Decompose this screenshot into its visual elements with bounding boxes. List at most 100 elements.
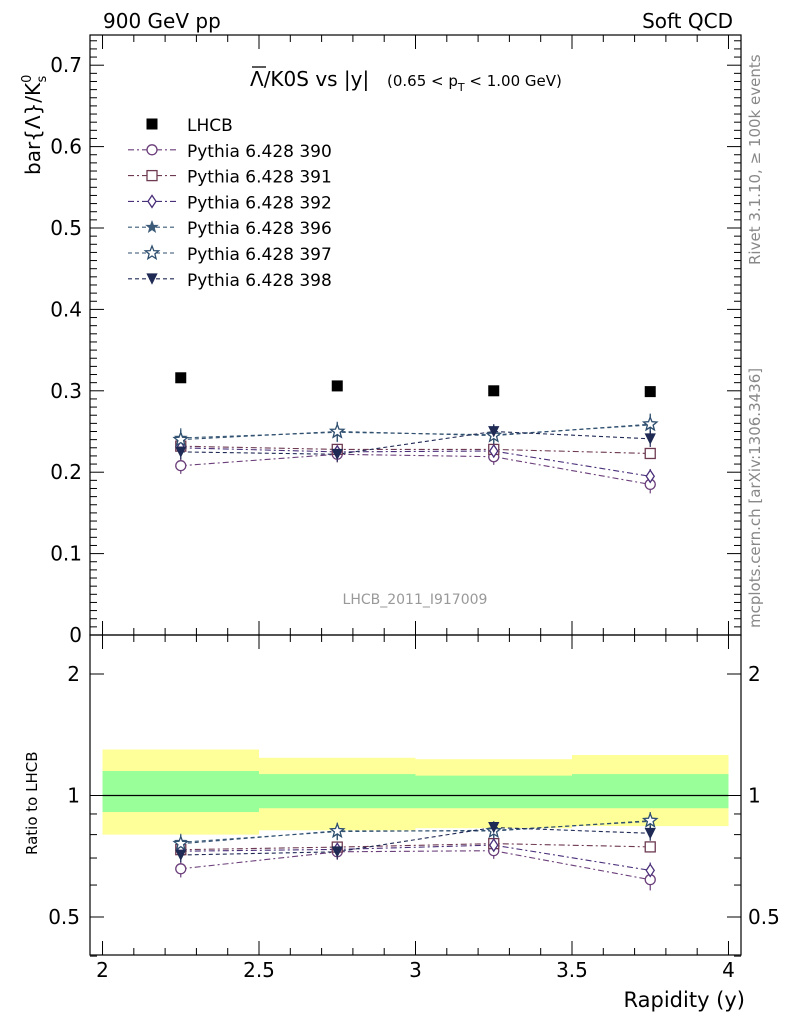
- series-392-point: [645, 469, 656, 484]
- ratio-plot-panel: 0.5 0.5 1 1 2 2: [48, 634, 780, 957]
- series-391-ratio-point: [644, 841, 656, 853]
- main-y-tick-label: 0.1: [50, 542, 82, 566]
- lhcb-data-point: [331, 380, 343, 392]
- series-398-ratio-point: [331, 846, 343, 858]
- series-392-ratio-point: [645, 863, 656, 878]
- title-range-sub: T: [457, 81, 465, 94]
- series-397-line: [180, 423, 651, 441]
- series-397-ratio-point: [641, 811, 659, 828]
- main-y-tick-labels: 0 0.1 0.2 0.3 0.4 0.5 0.6 0.7: [50, 53, 82, 647]
- title-range: (0.65 < p: [387, 72, 458, 90]
- ratio-plot-frame: [89, 634, 742, 956]
- main-y-tick-label: 0.6: [50, 135, 82, 159]
- series-397-ratio-point: [172, 834, 190, 851]
- ratio-y-tick-label-right: 2: [748, 662, 761, 686]
- legend-series-392-marker: [147, 194, 157, 209]
- analysis-watermark: LHCB_2011_I917009: [343, 592, 488, 608]
- series-397-ratio-line: [180, 820, 651, 845]
- series-397-point: [641, 415, 659, 432]
- legend-series-392-label: Pythia 6.428 392: [187, 193, 332, 213]
- legend-lhcb-marker: [146, 118, 158, 130]
- main-axis-ticks: [90, 35, 741, 636]
- ratio-band-inner: [571, 774, 729, 809]
- x-tick-label: 3.5: [556, 958, 588, 982]
- legend-series-390-marker: [146, 144, 158, 156]
- series-392-ratio-line: [180, 844, 651, 871]
- svg-text:(0.65 < pT < 1.00 GeV): (0.65 < pT < 1.00 GeV): [387, 72, 562, 94]
- series-398-point: [331, 448, 343, 461]
- legend: LHCB Pythia 6.428 390 Pythia 6.428 391 Pyth…: [128, 116, 332, 291]
- legend-series-397-label: Pythia 6.428 397: [187, 245, 332, 265]
- ratio-y-tick-labels: 0.5 0.5 1 1 2 2: [48, 662, 780, 929]
- ratio-y-axis-label: Ratio to LHCB: [23, 751, 41, 855]
- main-y-tick-label: 0: [69, 623, 82, 647]
- series-391-line: [180, 445, 651, 455]
- series-391-ratio-line: [180, 843, 651, 851]
- rivet-label: Rivet 3.1.10, ≥ 100k events: [746, 54, 764, 265]
- x-tick-label: 3: [409, 958, 422, 982]
- mcplots-label: mcplots.cern.ch [arXiv:1306.3436]: [746, 368, 764, 628]
- legend-lhcb-label: LHCB: [187, 116, 233, 136]
- series-398-line: [180, 430, 651, 455]
- main-y-tick-label: 0.5: [50, 216, 82, 240]
- main-y-tick-label: 0.3: [50, 379, 82, 403]
- series-392-ratio-point: [488, 837, 499, 853]
- x-tick-label: 2: [96, 958, 109, 982]
- x-tick-label: 4: [722, 958, 735, 982]
- lhcb-data-point: [644, 386, 656, 398]
- legend-series-391-label: Pythia 6.428 391: [187, 168, 332, 188]
- ratio-series-markers: [172, 811, 659, 886]
- series-392-line: [180, 447, 651, 477]
- svg-text:Λ/K0S vs |y|: Λ/K0S vs |y|: [250, 67, 369, 91]
- legend-series-391-marker: [146, 169, 158, 182]
- series-390-line: [180, 453, 651, 485]
- series-398-ratio-point: [175, 849, 187, 861]
- main-series-markers: [172, 372, 659, 491]
- legend-series-398-marker: [146, 273, 158, 285]
- series-390-point: [175, 460, 187, 472]
- ratio-y-tick-label-right: 1: [748, 784, 761, 808]
- x-tick-labels: 2 2.5 3 3.5 4: [96, 958, 735, 982]
- ratio-band-inner: [259, 774, 416, 809]
- legend-series-397-marker: [143, 244, 161, 261]
- ratio-y-tick-label: 2: [67, 662, 80, 686]
- ratio-y-tick-label: 1: [67, 784, 80, 808]
- title-rest: /K0S vs |y|: [264, 67, 370, 91]
- main-series-lines: [180, 423, 651, 485]
- series-398-ratio-point: [488, 822, 500, 834]
- ratio-uncertainty-bands: [102, 749, 729, 835]
- ratio-axis-ticks: [90, 635, 741, 957]
- series-398-point: [175, 446, 187, 458]
- main-y-tick-label: 0.4: [50, 297, 82, 321]
- x-tick-label: 2.5: [243, 958, 275, 982]
- main-y-axis-label: bar{Λ}/K0s: [20, 75, 50, 175]
- x-axis-label: Rapidity (y): [624, 988, 745, 1012]
- series-398-point: [488, 426, 500, 438]
- series-397-point: [172, 430, 190, 447]
- chart-title: Λ/K0S vs |y| (0.65 < pT < 1.00 GeV): [250, 66, 562, 94]
- ratio-y-tick-label-right: 0.5: [748, 905, 780, 929]
- legend-series-398-label: Pythia 6.428 398: [187, 271, 332, 291]
- ratio-series-lines: [180, 820, 651, 881]
- series-398-ratio-line: [180, 826, 651, 856]
- legend-series-396-marker: [145, 220, 159, 234]
- series-390-ratio-point: [175, 863, 187, 875]
- header-left-label: 900 GeV pp: [103, 9, 221, 33]
- lhcb-data-point: [488, 385, 500, 397]
- header-right-label: Soft QCD: [642, 9, 733, 33]
- legend-series-396-label: Pythia 6.428 396: [187, 219, 332, 239]
- main-y-tick-label: 0.2: [50, 460, 82, 484]
- ratio-y-tick-label: 0.5: [48, 905, 80, 929]
- series-392-point: [488, 443, 499, 459]
- series-390-ratio-line: [180, 850, 651, 881]
- title-range-end: < 1.00 GeV): [465, 72, 562, 90]
- legend-series-390-label: Pythia 6.428 390: [187, 142, 332, 162]
- ratio-band-inner: [415, 775, 572, 809]
- lhcb-data-point: [175, 372, 187, 384]
- main-plot-panel: 0 0.1 0.2 0.3 0.4 0.5 0.6 0.7: [50, 34, 742, 647]
- series-398-ratio-point: [644, 827, 656, 840]
- main-y-tick-label: 0.7: [50, 53, 82, 77]
- title-lambda: Λ: [250, 67, 264, 91]
- series-397-point: [328, 422, 346, 439]
